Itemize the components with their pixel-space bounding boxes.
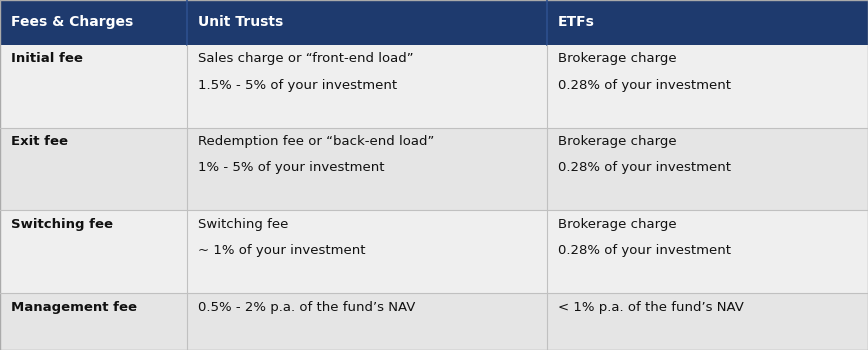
Text: Brokerage charge: Brokerage charge <box>558 135 677 148</box>
Bar <box>187 0 547 45</box>
Text: Initial fee: Initial fee <box>11 52 83 65</box>
Text: Exit fee: Exit fee <box>11 135 69 148</box>
Text: 0.28% of your investment: 0.28% of your investment <box>558 79 731 92</box>
Bar <box>0 293 868 350</box>
Bar <box>0 127 868 210</box>
Text: 0.5% - 2% p.a. of the fund’s NAV: 0.5% - 2% p.a. of the fund’s NAV <box>198 301 415 314</box>
Text: Redemption fee or “back-end load”: Redemption fee or “back-end load” <box>198 135 434 148</box>
Text: Switching fee: Switching fee <box>198 218 288 231</box>
Text: Sales charge or “front-end load”: Sales charge or “front-end load” <box>198 52 413 65</box>
Text: Brokerage charge: Brokerage charge <box>558 218 677 231</box>
Text: Brokerage charge: Brokerage charge <box>558 52 677 65</box>
Text: Fees & Charges: Fees & Charges <box>11 15 134 29</box>
Text: 0.28% of your investment: 0.28% of your investment <box>558 244 731 257</box>
Bar <box>547 0 868 45</box>
Text: ETFs: ETFs <box>558 15 595 29</box>
Bar <box>0 45 868 127</box>
Text: 0.28% of your investment: 0.28% of your investment <box>558 161 731 175</box>
Text: Management fee: Management fee <box>11 301 137 314</box>
Text: ~ 1% of your investment: ~ 1% of your investment <box>198 244 365 257</box>
Text: Switching fee: Switching fee <box>11 218 114 231</box>
Bar <box>0 210 868 293</box>
Bar <box>0 0 187 45</box>
Text: < 1% p.a. of the fund’s NAV: < 1% p.a. of the fund’s NAV <box>558 301 744 314</box>
Text: 1.5% - 5% of your investment: 1.5% - 5% of your investment <box>198 79 397 92</box>
Text: Unit Trusts: Unit Trusts <box>198 15 283 29</box>
Text: 1% - 5% of your investment: 1% - 5% of your investment <box>198 161 385 175</box>
